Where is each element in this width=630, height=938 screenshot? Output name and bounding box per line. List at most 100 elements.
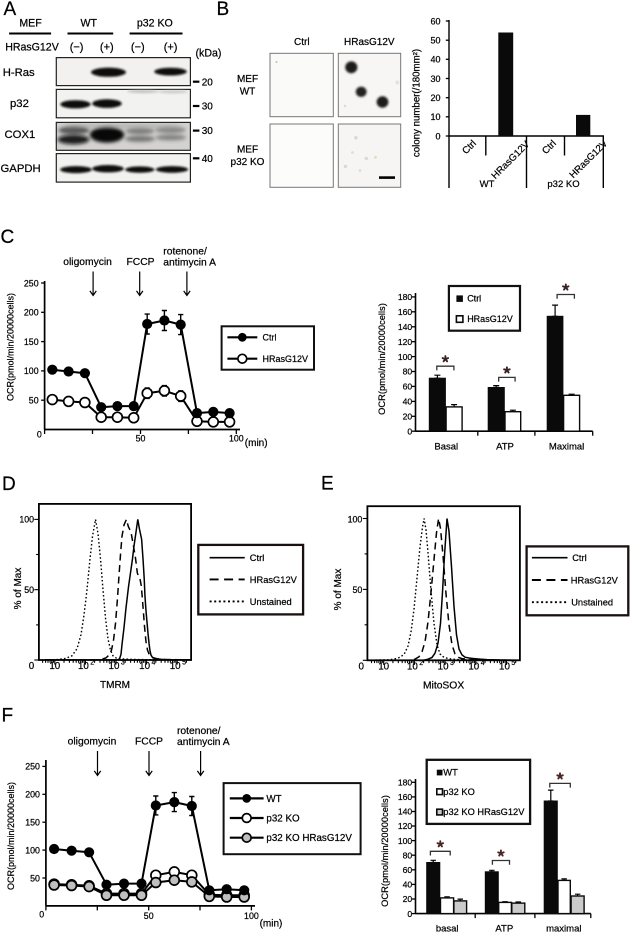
svg-text:Maximal: Maximal	[549, 441, 584, 452]
svg-text:100: 100	[24, 366, 39, 376]
svg-text:100: 100	[19, 515, 34, 525]
svg-text:colony number(/180mm²): colony number(/180mm²)	[412, 49, 423, 157]
svg-text:40: 40	[202, 154, 214, 165]
svg-text:100: 100	[398, 352, 413, 362]
svg-text:% of Max: % of Max	[333, 569, 344, 611]
svg-text:50: 50	[144, 911, 154, 921]
svg-text:80: 80	[403, 367, 413, 377]
svg-text:MitoSOX: MitoSOX	[423, 680, 464, 691]
svg-text:p32 KO HRasG12V: p32 KO HRasG12V	[266, 833, 352, 844]
svg-text:FCCP: FCCP	[126, 257, 154, 268]
svg-text:OCR(pmol/min/20000cells): OCR(pmol/min/20000cells)	[6, 293, 16, 401]
svg-text:MEF: MEF	[237, 145, 258, 156]
svg-text:HRasG12V: HRasG12V	[263, 354, 309, 364]
svg-text:100: 100	[229, 433, 244, 443]
svg-text:3: 3	[121, 660, 125, 667]
svg-text:TMRM: TMRM	[100, 680, 130, 691]
svg-text:10: 10	[49, 661, 60, 672]
svg-text:maximal: maximal	[546, 923, 581, 934]
svg-text:40: 40	[403, 880, 413, 890]
svg-text:3: 3	[450, 660, 454, 667]
svg-text:10: 10	[468, 661, 479, 672]
svg-text:0: 0	[39, 910, 44, 920]
svg-text:D: D	[2, 474, 16, 495]
svg-text:180: 180	[398, 292, 413, 302]
svg-text:HRasG12V: HRasG12V	[467, 314, 513, 324]
svg-text:FCCP: FCCP	[135, 737, 163, 748]
svg-text:COX1: COX1	[5, 129, 36, 141]
svg-text:50: 50	[353, 585, 363, 595]
svg-text:100: 100	[25, 845, 40, 855]
svg-text:antimycin A: antimycin A	[177, 737, 230, 748]
svg-text:200: 200	[24, 308, 39, 318]
svg-text:(+): (+)	[100, 42, 114, 54]
svg-text:C: C	[1, 227, 15, 248]
svg-text:0: 0	[435, 131, 440, 141]
svg-text:Basal: Basal	[434, 441, 458, 452]
svg-text:30: 30	[202, 102, 214, 113]
svg-text:250: 250	[25, 762, 40, 772]
svg-text:10: 10	[78, 661, 89, 672]
svg-text:4: 4	[152, 660, 156, 667]
svg-text:60: 60	[430, 16, 440, 26]
svg-text:120: 120	[398, 337, 413, 347]
svg-text:(+): (+)	[164, 42, 178, 54]
svg-text:150: 150	[25, 818, 40, 828]
svg-text:160: 160	[398, 307, 413, 317]
svg-text:100: 100	[244, 911, 259, 921]
svg-text:oligomycin: oligomycin	[63, 257, 112, 268]
svg-text:50: 50	[430, 36, 440, 46]
svg-text:Unstained: Unstained	[571, 598, 613, 608]
svg-text:20: 20	[403, 894, 413, 904]
svg-text:5: 5	[182, 660, 186, 667]
svg-text:% of Max: % of Max	[13, 568, 24, 610]
svg-text:HRasG12V: HRasG12V	[5, 42, 60, 54]
svg-text:60: 60	[403, 382, 413, 392]
svg-text:WT: WT	[80, 18, 97, 30]
svg-text:0: 0	[29, 661, 35, 672]
svg-text:A: A	[4, 0, 17, 20]
svg-text:rotenone/: rotenone/	[163, 247, 207, 258]
svg-text:ATP: ATP	[496, 441, 514, 452]
svg-text:rotenone/: rotenone/	[177, 726, 221, 737]
svg-text:(kDa): (kDa)	[196, 48, 222, 60]
svg-text:30: 30	[430, 74, 440, 84]
svg-text:20: 20	[430, 93, 440, 103]
svg-text:(min): (min)	[260, 918, 283, 929]
svg-text:p32 KO: p32 KO	[231, 157, 265, 168]
svg-text:160: 160	[398, 792, 413, 802]
svg-text:2: 2	[90, 660, 94, 667]
svg-text:Ctrl: Ctrl	[294, 37, 310, 48]
svg-text:basal: basal	[436, 923, 459, 934]
svg-text:10: 10	[438, 661, 449, 672]
svg-text:250: 250	[24, 278, 39, 288]
svg-text:0: 0	[407, 426, 412, 436]
svg-text:2: 2	[419, 660, 423, 667]
svg-text:0: 0	[37, 430, 42, 440]
svg-text:0: 0	[407, 909, 412, 919]
svg-text:p32: p32	[10, 98, 29, 110]
svg-text:10: 10	[430, 112, 440, 122]
svg-text:10: 10	[139, 661, 150, 672]
svg-text:OCR(pmol/min/20000cells): OCR(pmol/min/20000cells)	[6, 782, 16, 890]
svg-text:ATP: ATP	[495, 923, 513, 934]
svg-text:GAPDH: GAPDH	[1, 163, 41, 175]
svg-text:10: 10	[170, 661, 181, 672]
svg-text:p32 KO: p32 KO	[266, 813, 300, 824]
svg-text:(min): (min)	[245, 438, 268, 449]
svg-text:OCR(pmol/min/20000cells): OCR(pmol/min/20000cells)	[380, 795, 390, 907]
svg-text:200: 200	[25, 790, 40, 800]
svg-text:antimycin A: antimycin A	[163, 257, 216, 268]
svg-text:Ctrl: Ctrl	[250, 553, 264, 563]
svg-text:140: 140	[398, 322, 413, 332]
svg-text:p32 KO: p32 KO	[137, 18, 173, 30]
svg-text:100: 100	[398, 836, 413, 846]
svg-text:MEF: MEF	[237, 74, 258, 85]
svg-text:WT: WT	[240, 87, 256, 98]
svg-text:80: 80	[403, 850, 413, 860]
svg-text:F: F	[2, 706, 14, 727]
svg-text:40: 40	[403, 397, 413, 407]
svg-text:(−): (−)	[131, 42, 145, 54]
svg-text:10: 10	[499, 661, 510, 672]
svg-text:50: 50	[29, 396, 39, 406]
